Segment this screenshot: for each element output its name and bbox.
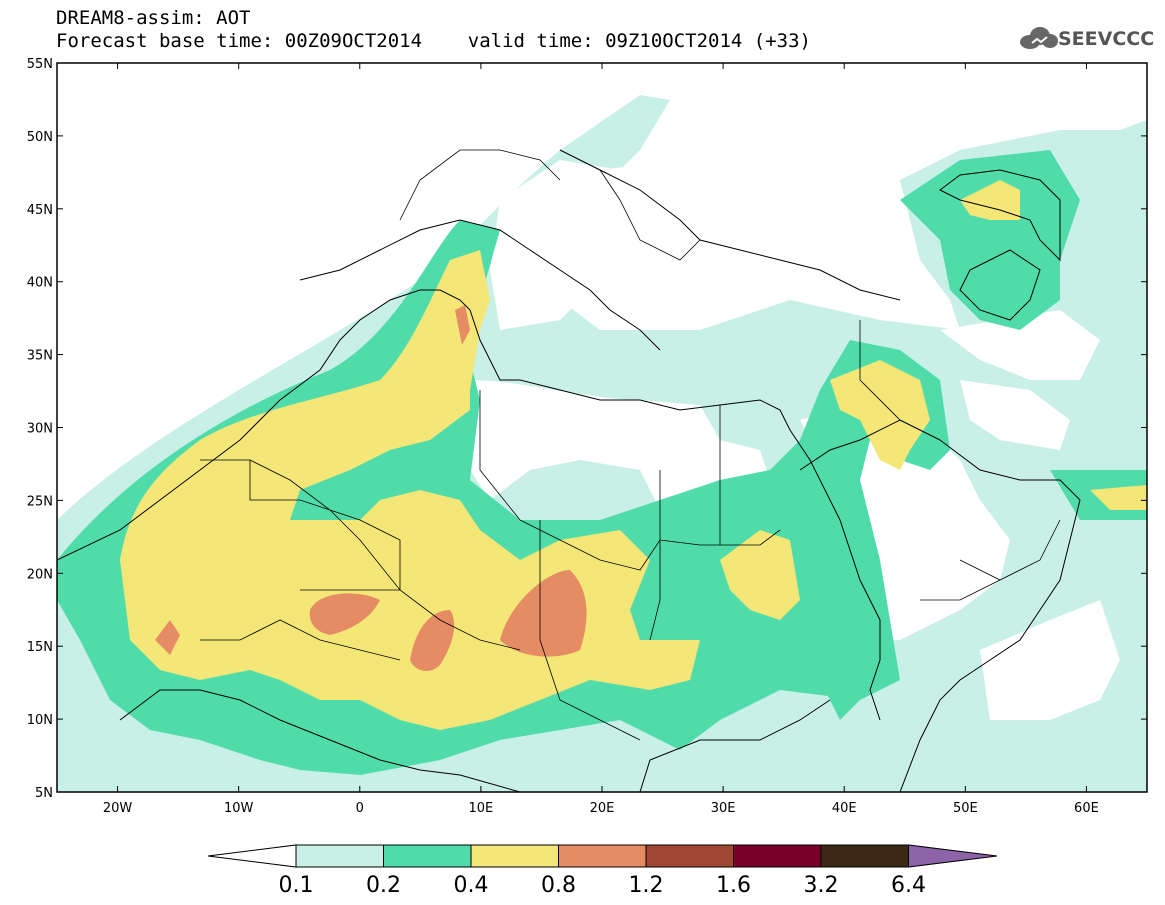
aot-field xyxy=(57,63,1147,792)
colorbar-max-arrow xyxy=(908,844,998,868)
colorbar-label: 3.2 xyxy=(804,873,839,898)
colorbar-swatch xyxy=(645,844,734,868)
lon-tick-label: 10W xyxy=(224,801,254,816)
coastlines xyxy=(57,149,1081,792)
colorbar-label: 0.4 xyxy=(454,873,489,898)
colorbar: 0.1 0.2 0.4 0.8 1.2 1.6 3.2 6.4 xyxy=(207,844,998,898)
lat-tick-label: 50N xyxy=(27,130,53,145)
lat-tick-label: 20N xyxy=(27,567,53,582)
colorbar-label: 0.8 xyxy=(541,873,576,898)
seevccc-logo xyxy=(1020,27,1058,49)
cloud-icon xyxy=(1020,27,1058,49)
colorbar-swatch xyxy=(558,844,647,868)
lon-tick-label: 60E xyxy=(1074,801,1099,816)
lon-tick-label: 40E xyxy=(832,801,857,816)
colorbar-label: 0.2 xyxy=(366,873,401,898)
longitude-axis: 20W 10W 0 10E 20E 30E 40E 50E 60E xyxy=(103,63,1099,816)
colorbar-label: 0.1 xyxy=(279,873,314,898)
aot-level-0.8 xyxy=(155,305,587,672)
lon-tick-label: 10E xyxy=(469,801,494,816)
lon-tick-label: 0 xyxy=(356,801,364,816)
latitude-axis: 5N 10N 15N 20N 25N 30N 35N 40N 45N 50N 55N xyxy=(27,57,1147,801)
lon-tick-label: 50E xyxy=(953,801,978,816)
lon-tick-label: 20W xyxy=(103,801,133,816)
colorbar-swatch xyxy=(470,844,559,868)
lat-tick-label: 45N xyxy=(27,203,53,218)
logo-text: SEEVCCC xyxy=(1058,28,1155,50)
lat-tick-label: 35N xyxy=(27,349,53,364)
colorbar-label: 1.2 xyxy=(629,873,664,898)
lon-tick-label: 20E xyxy=(590,801,615,816)
lat-tick-label: 5N xyxy=(35,786,53,801)
colorbar-label: 6.4 xyxy=(891,873,926,898)
lat-tick-label: 25N xyxy=(27,494,53,509)
borders xyxy=(200,149,1061,741)
title-line-2: Forecast base time: 00Z09OCT2014 valid t… xyxy=(56,30,811,52)
colorbar-label: 1.6 xyxy=(716,873,751,898)
lat-tick-label: 15N xyxy=(27,640,53,655)
colorbar-swatch xyxy=(295,844,384,868)
lat-tick-label: 10N xyxy=(27,713,53,728)
title-line-1: DREAM8-assim: AOT xyxy=(56,7,251,29)
lat-tick-label: 30N xyxy=(27,422,53,437)
lon-tick-label: 30E xyxy=(711,801,736,816)
colorbar-swatch xyxy=(820,844,909,868)
colorbar-swatch xyxy=(383,844,472,868)
colorbar-swatch xyxy=(733,844,822,868)
lat-tick-label: 40N xyxy=(27,276,53,291)
lat-tick-label: 55N xyxy=(27,57,53,72)
colorbar-min-arrow xyxy=(207,844,297,868)
